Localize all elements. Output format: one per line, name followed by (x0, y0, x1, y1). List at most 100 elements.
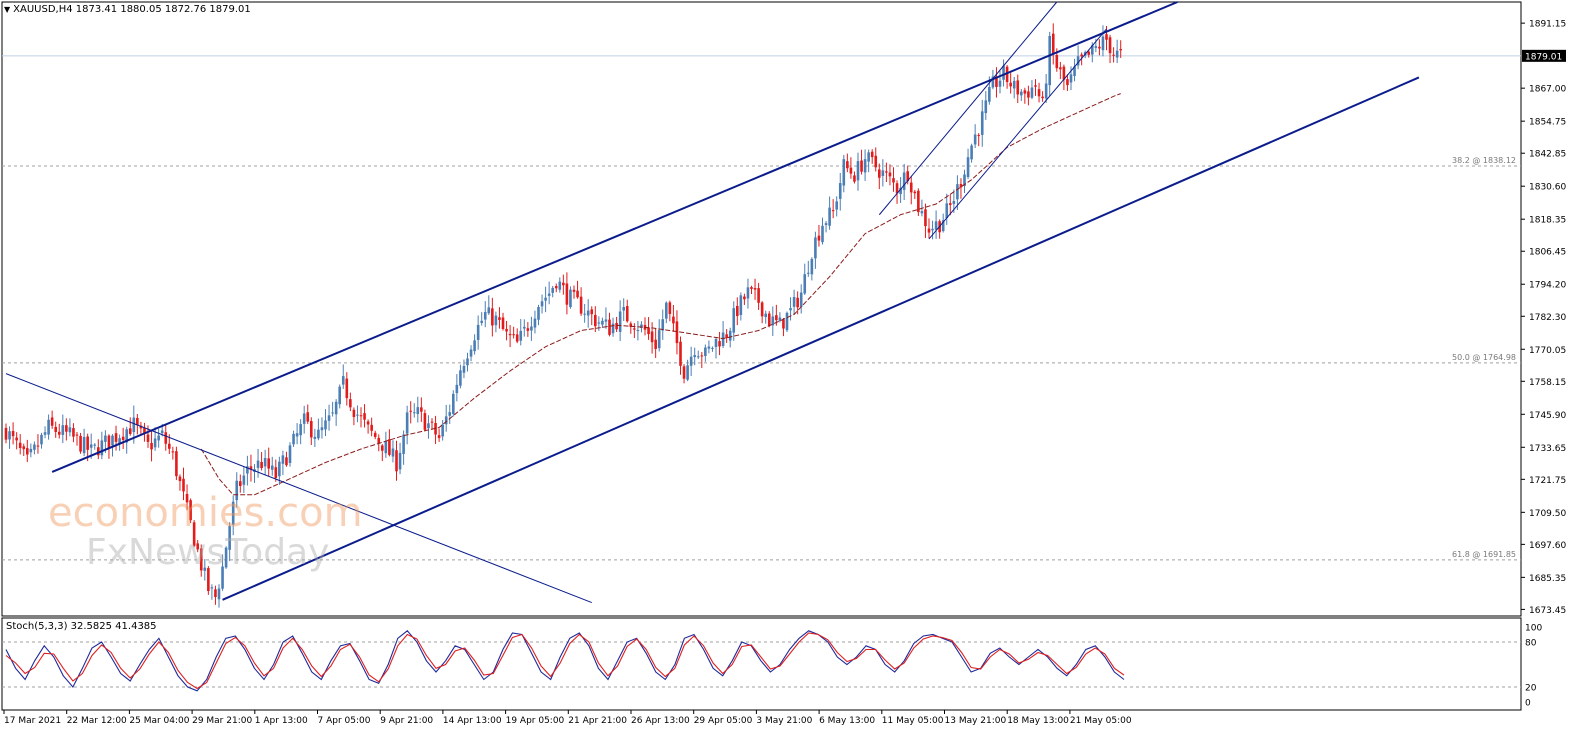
price-axis-label: 1673.45 (1529, 606, 1566, 616)
candle-bull (618, 311, 622, 332)
candle-bull (711, 347, 714, 349)
candle-bull (558, 281, 562, 290)
candle-bear (306, 412, 310, 422)
candle-bear (192, 522, 196, 546)
candle-bear (146, 434, 150, 442)
candle-bull (93, 444, 97, 446)
candle-bull (604, 319, 608, 322)
candle-bull (452, 393, 455, 414)
candle-bull (814, 237, 817, 259)
candle-bear (888, 172, 892, 177)
candle-bear (171, 451, 175, 453)
price-axis-label: 1758.15 (1529, 378, 1566, 388)
candle-bear (143, 428, 146, 434)
candle-bull (317, 429, 320, 439)
candle-bear (874, 155, 878, 168)
stochastic-axis-label: 20 (1525, 684, 1537, 694)
candle-bear (633, 328, 636, 330)
candle-bull (302, 413, 306, 424)
candle-bull (444, 416, 448, 425)
candle-bull (412, 412, 416, 414)
candle-bear (682, 366, 686, 379)
candle-bear (423, 413, 427, 430)
candle-bear (508, 333, 512, 336)
candle-bull (356, 414, 359, 416)
candle-bear (128, 428, 132, 435)
candle-bear (743, 296, 746, 300)
candle-bull (125, 429, 128, 443)
symbol-header: ▼ XAUUSD,H4 1873.41 1880.05 1872.76 1879.… (4, 4, 251, 15)
moving-average-line (200, 93, 1121, 496)
candle-bull (40, 434, 43, 445)
candle-bear (672, 316, 675, 324)
candle-bull (278, 461, 281, 477)
time-axis-label: 29 Mar 21:00 (192, 716, 252, 726)
candle-bull (838, 183, 842, 199)
price-axis-label: 1697.60 (1529, 541, 1566, 551)
candle-bear (668, 302, 672, 314)
candle-bear (97, 447, 100, 456)
candle-bear (1005, 66, 1009, 83)
candle-bear (18, 442, 22, 448)
candle-bull (991, 76, 995, 88)
candle-bear (796, 297, 799, 308)
candle-bear (72, 428, 75, 437)
candle-bull (281, 455, 285, 464)
time-axis-label: 7 Apr 05:00 (318, 716, 371, 726)
time-axis-label: 29 Apr 05:00 (694, 716, 753, 726)
candle-bear (239, 481, 242, 487)
candle-bear (576, 290, 579, 298)
candle-bear (168, 443, 171, 449)
candle-bull (341, 376, 345, 385)
candle-bear (700, 355, 704, 357)
price-axis-label: 1891.15 (1529, 20, 1566, 30)
candle-bear (381, 445, 384, 451)
candle-bull (714, 338, 718, 348)
candle-bull (1076, 56, 1080, 66)
candle-bull (728, 330, 732, 341)
dropdown-triangle-icon[interactable]: ▼ (4, 5, 11, 14)
candle-bull (416, 407, 420, 415)
price-axis-label: 1842.85 (1529, 150, 1566, 160)
candle-bear (878, 169, 881, 178)
candle-bull (320, 427, 324, 431)
candle-bull (288, 445, 292, 464)
candle-bull (334, 401, 338, 415)
candle-bull (256, 460, 260, 468)
price-axis-label: 1733.65 (1529, 444, 1566, 454)
candle-bear (775, 315, 778, 321)
current-price-box (1522, 49, 1566, 62)
candle-bull (448, 412, 452, 416)
candle-bull (1094, 46, 1098, 48)
candle-bear (846, 161, 849, 169)
candle-bear (565, 283, 569, 305)
candle-bear (526, 328, 530, 331)
candle-bear (274, 467, 278, 478)
candle-bear (650, 331, 654, 343)
candle-bear (654, 339, 657, 349)
candle-bull (235, 480, 239, 501)
candle-bear (199, 548, 203, 571)
candle-bull (523, 326, 526, 329)
candle-bear (363, 413, 366, 420)
candle-bear (366, 421, 370, 425)
candle-bull (466, 358, 469, 366)
candle-bull (810, 259, 814, 275)
candle-bull (61, 425, 65, 435)
current-price-label: 1879.01 (1525, 52, 1562, 62)
price-axis-label: 1806.45 (1529, 248, 1566, 258)
stochastic-axis-label: 80 (1525, 639, 1537, 649)
candle-bull (483, 312, 487, 320)
candle-bull (665, 302, 668, 319)
candle-bear (182, 478, 185, 492)
candle-bear (377, 437, 381, 444)
fib-level-label: 61.8 @ 1691.85 (1452, 550, 1516, 559)
candle-bull (1012, 80, 1016, 89)
candle-bull (856, 161, 860, 181)
candle-bull (803, 274, 807, 294)
candle-bear (579, 296, 583, 314)
candle-bull (537, 307, 540, 320)
time-axis-label: 9 Apr 21:00 (380, 716, 433, 726)
candle-bear (1066, 79, 1069, 86)
stochastic-header: Stoch(5,3,3) 32.5825 41.4385 (6, 621, 157, 632)
